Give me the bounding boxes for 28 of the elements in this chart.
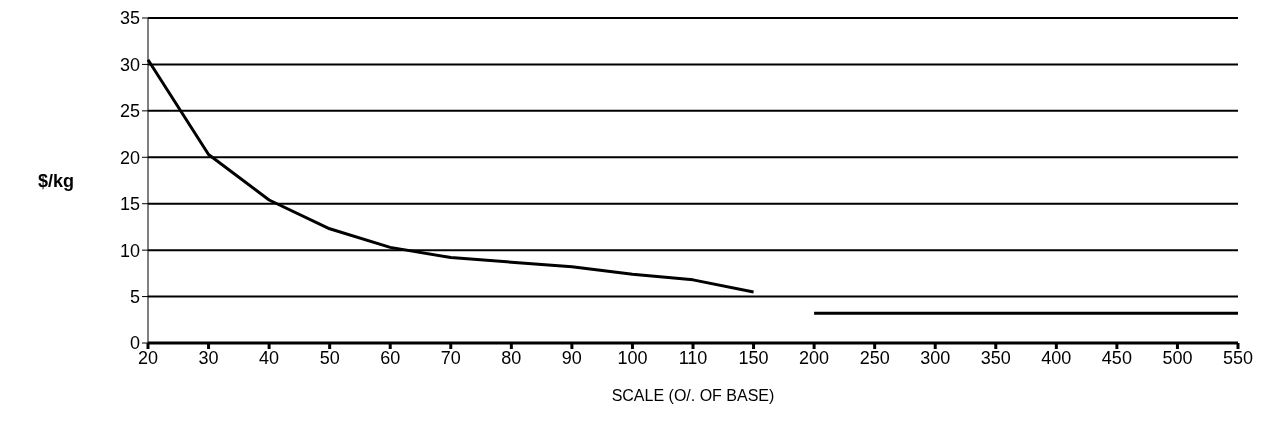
x-tick-label: 100 [617, 347, 648, 368]
y-tick-label: 10 [119, 240, 140, 261]
x-tick-label: 110 [678, 347, 708, 368]
y-tick-label: 20 [119, 147, 140, 168]
x-tick-label: 500 [1162, 347, 1193, 368]
x-tick-label: 350 [980, 347, 1011, 368]
x-axis-title: SCALE (O/. OF BASE) [611, 387, 775, 404]
x-tick-label: 60 [380, 347, 401, 368]
x-tick-label: 50 [319, 347, 340, 368]
y-tick-label: 35 [119, 8, 140, 29]
y-tick-label: 25 [119, 101, 140, 122]
x-tick-label: 30 [198, 347, 219, 368]
y-tick-label: 0 [129, 333, 140, 354]
y-tick-label: 30 [119, 54, 140, 75]
x-tick-label: 70 [440, 347, 461, 368]
x-tick-label: 200 [799, 347, 830, 368]
y-tick-label: 5 [129, 286, 140, 307]
x-tick-label: 80 [501, 347, 522, 368]
x-tick-label: 40 [259, 347, 280, 368]
x-tick-label: 550 [1222, 347, 1254, 368]
x-tick-label: 90 [561, 347, 582, 368]
x-tick-label: 150 [738, 347, 769, 368]
x-tick-label: 250 [859, 347, 890, 368]
x-tick-label: 450 [1101, 347, 1132, 368]
x-tick-label: 300 [920, 347, 951, 368]
y-tick-label: 15 [119, 194, 140, 215]
y-axis-title: $/kg [38, 170, 75, 191]
x-tick-label: 400 [1041, 347, 1072, 368]
